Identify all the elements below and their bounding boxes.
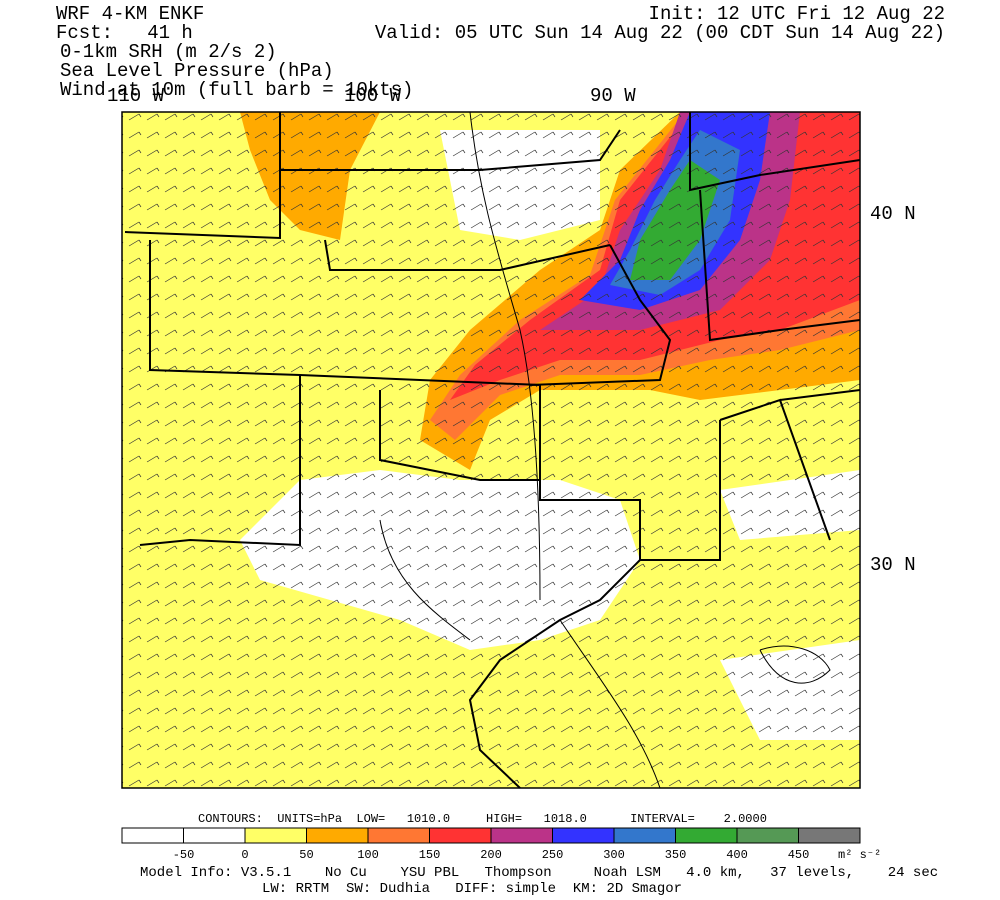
colorbar-label: -50 (173, 848, 195, 862)
colorbar-label: 50 (299, 848, 313, 862)
colorbar-swatch (613, 827, 676, 844)
latitude-label: 30 N (870, 554, 916, 576)
latitude-label: 40 N (870, 203, 916, 225)
colorbar-label: 200 (480, 848, 502, 862)
colorbar-swatch (306, 827, 369, 844)
colorbar-swatch (675, 827, 738, 844)
init-time: Init: 12 UTC Fri 12 Aug 22 (649, 3, 945, 25)
colorbar: -50 0 50 100 150 200 250 300 350 400 450 (121, 827, 861, 862)
colorbar-swatch (490, 827, 553, 844)
pressure-contours (379, 111, 831, 789)
colorbar-swatch (367, 827, 430, 844)
wind-barbs (122, 112, 860, 788)
state-borders (124, 112, 861, 789)
valid-time: Valid: 05 UTC Sun 14 Aug 22 (00 CDT Sun … (375, 22, 945, 44)
footer-line: LW: RRTM SW: Dudhia DIFF: simple KM: 2D … (262, 881, 682, 897)
field-label: Wind at 10m (full barb = 10kts) (60, 79, 413, 101)
colorbar-swatch (244, 827, 307, 844)
field-label: 0-1km SRH (m 2/s 2) (60, 41, 277, 63)
colorbar-label: 350 (665, 848, 687, 862)
colorbar-swatch (183, 827, 246, 844)
colorbar-swatch (121, 827, 184, 844)
colorbar-label: 100 (357, 848, 379, 862)
colorbar-label: 150 (419, 848, 441, 862)
field-label: Sea Level Pressure (hPa) (60, 60, 334, 82)
colorbar-swatch (798, 827, 861, 844)
colorbar-swatch (429, 827, 492, 844)
map-frame (121, 111, 861, 789)
colorbar-swatch (552, 827, 615, 844)
colorbar-label: 250 (542, 848, 564, 862)
model-name: WRF 4-KM ENKF (56, 3, 204, 25)
longitude-label: 90 W (590, 85, 636, 107)
colorbar-unit: m² s⁻² (838, 848, 881, 862)
longitude-label: 100 W (344, 85, 402, 107)
footer-line: Model Info: V3.5.1 No Cu YSU PBL Thompso… (140, 865, 938, 881)
colorbar-label: 400 (726, 848, 748, 862)
longitude-label: 110 W (107, 85, 165, 107)
colorbar-label: 300 (603, 848, 625, 862)
forecast-hour: Fcst: 41 h (56, 22, 193, 44)
colorbar-label: 0 (241, 848, 248, 862)
contour-info: CONTOURS: UNITS=hPa LOW= 1010.0 HIGH= 10… (198, 812, 767, 826)
colorbar-label: 450 (788, 848, 810, 862)
colorbar-swatch (736, 827, 799, 844)
map (121, 111, 861, 789)
